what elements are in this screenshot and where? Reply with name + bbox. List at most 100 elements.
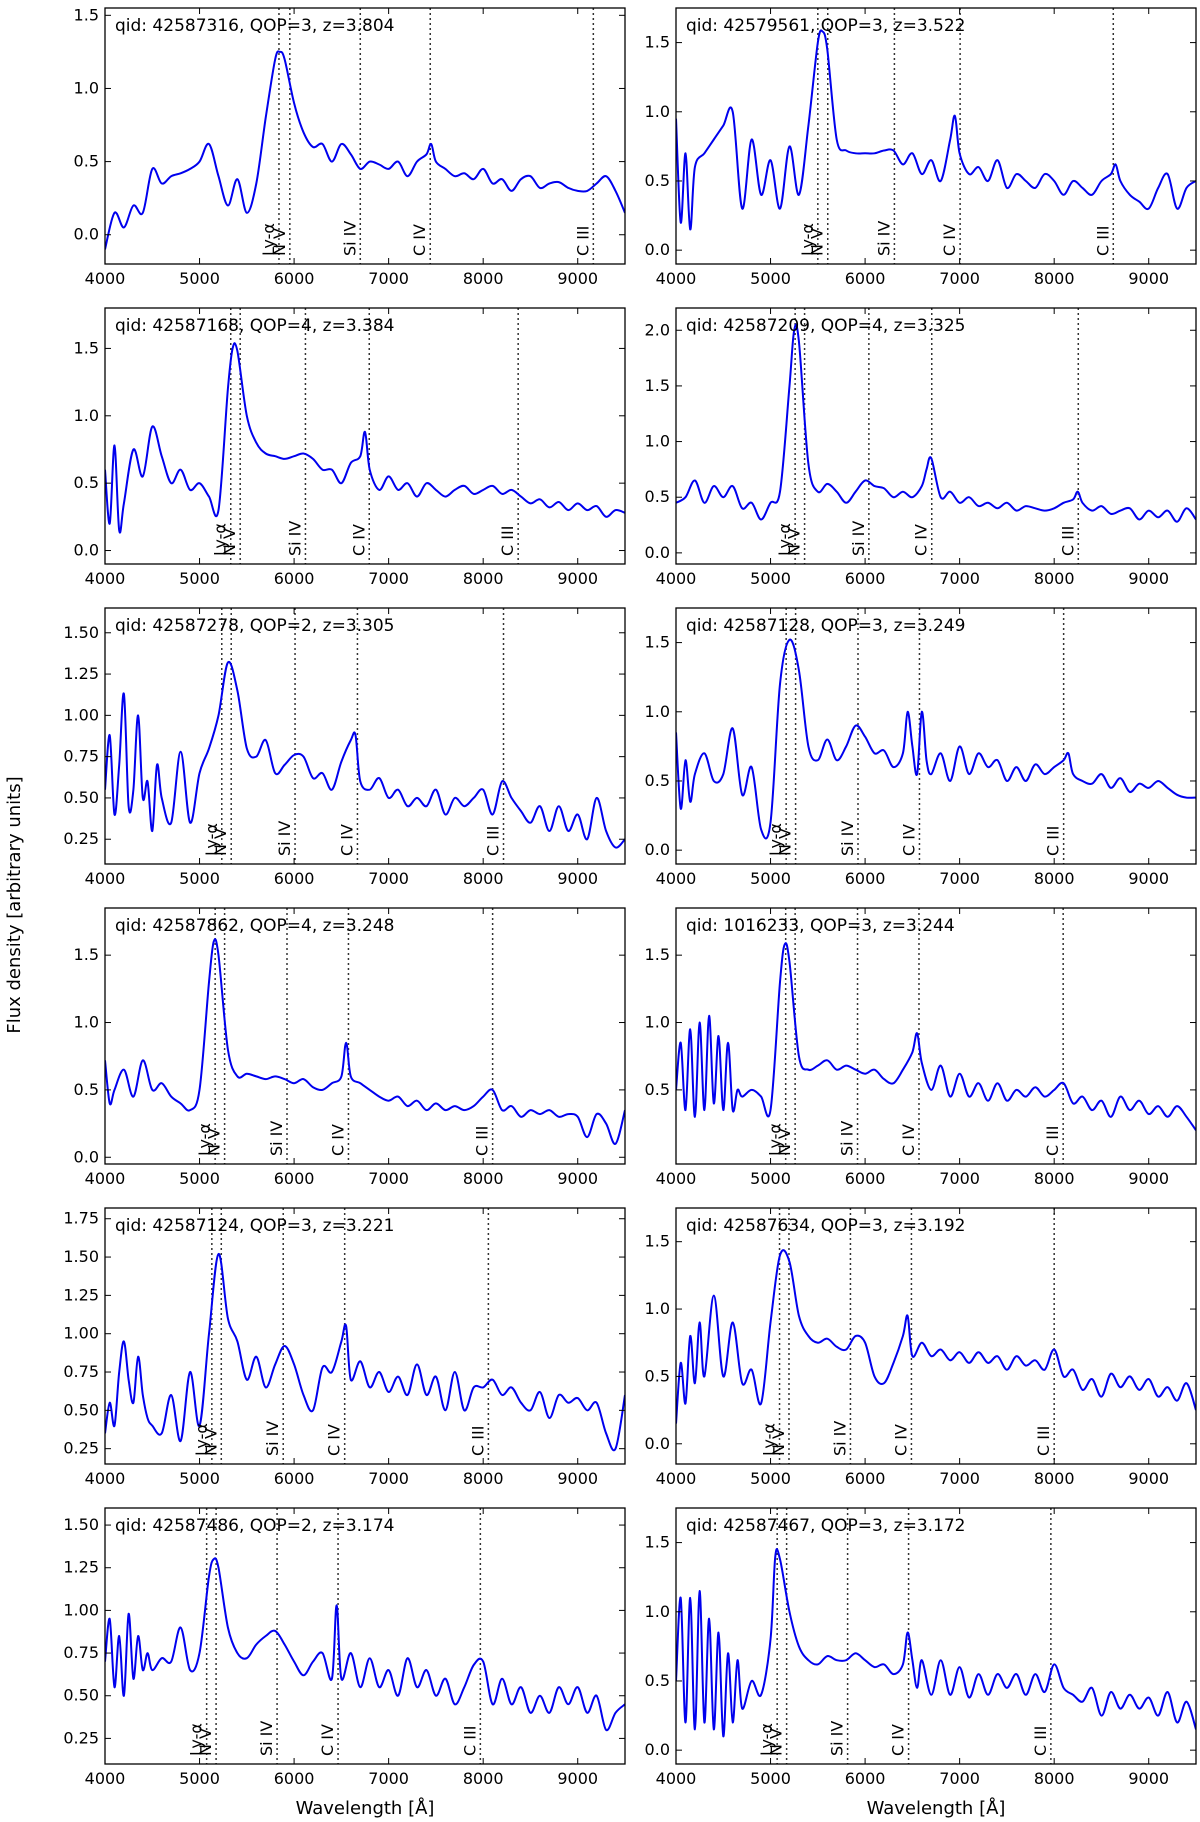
x-tick-label: 9000 [1128, 869, 1169, 888]
emission-line-label: Ly-α [798, 223, 817, 256]
emission-line-label: N V [776, 828, 795, 856]
plot-frame [104, 1507, 626, 1765]
emission-line-label: C IV [410, 224, 429, 256]
spectrum-line [676, 1548, 1196, 1738]
emission-line-label: N V [196, 1728, 215, 1756]
x-tick-label: 4000 [85, 869, 126, 888]
emission-line-label: N V [270, 228, 289, 256]
y-tick-label: 1.50 [63, 1247, 99, 1266]
spectrum-panel: Ly-αN V Si IV C IV C III 4000 5000 6000 7000 800… [63, 607, 626, 888]
x-tick-label: 6000 [274, 1769, 315, 1788]
spectrum-line [676, 942, 1196, 1131]
panel-label: qid: 42587278, QOP=2, z=3.305 [115, 616, 395, 636]
y-tick-label: 0.50 [63, 1686, 99, 1705]
emission-line-label: C III [1031, 1726, 1050, 1756]
x-tick-label: 8000 [463, 569, 504, 588]
emission-line-label: Si IV [838, 821, 857, 856]
panel-label: qid: 42579561, QOP=3, z=3.522 [686, 16, 966, 36]
y-tick-label: 1.5 [645, 33, 670, 52]
emission-line-label: N V [767, 1728, 786, 1756]
emission-line-label: C III [484, 826, 503, 856]
emission-line-label: C IV [940, 224, 959, 256]
spectrum-panel: Ly-αN V Si IV C IV C III 4000 5000 6000 7000 800… [645, 307, 1197, 588]
spectrum-line [105, 1252, 625, 1452]
y-tick-label: 1.25 [63, 1558, 99, 1577]
emission-line-markers [278, 8, 595, 264]
panel-label: qid: 42587486, QOP=2, z=3.174 [115, 1516, 395, 1536]
x-tick-label: 8000 [1034, 569, 1075, 588]
y-tick-label: 0.75 [63, 747, 99, 766]
y-tick-label: 0.0 [74, 541, 99, 560]
spectrum-panel: Ly-αN V Si IV C IV C III 4000 5000 6000 7000 800… [63, 1507, 626, 1788]
y-tick-label: 1.0 [74, 1013, 99, 1032]
x-tick-label: 7000 [939, 869, 980, 888]
spectrum-panel: Ly-αN V Si IV C IV C III 4000 5000 6000 7000 800… [645, 1207, 1197, 1488]
y-tick-label: 0.5 [74, 1080, 99, 1099]
y-tick-label: 1.5 [74, 338, 99, 357]
x-tick-label: 4000 [656, 269, 697, 288]
y-tick-label: 1.5 [645, 945, 670, 964]
y-tick-label: 1.25 [63, 664, 99, 683]
y-tick-label: 1.0 [645, 702, 670, 721]
y-tick-label: 0.25 [63, 829, 99, 848]
emission-line-label: Ly-α [187, 1723, 206, 1756]
emission-line-label: N V [205, 1128, 224, 1156]
y-tick-label: 1.5 [74, 945, 99, 964]
y-tick-label: 0.5 [645, 1671, 670, 1690]
y-tick-label: 1.5 [645, 1533, 670, 1552]
x-tick-label: 4000 [656, 569, 697, 588]
emission-line-label: Si IV [285, 521, 304, 556]
emission-line-markers [794, 308, 1080, 564]
y-tick-label: 1.0 [645, 432, 670, 451]
x-tick-label: 6000 [845, 1169, 886, 1188]
y-tick-label: 0.75 [63, 1643, 99, 1662]
x-tick-label: 9000 [557, 269, 598, 288]
spectrum-panel: Ly-αN V Si IV C IV C III 4000 5000 6000 7000 800… [63, 1207, 626, 1488]
x-tick-label: 4000 [85, 269, 126, 288]
figure-x-axis-label-left: Wavelength [Å] [296, 1797, 435, 1819]
x-tick-label: 6000 [274, 569, 315, 588]
emission-line-label: C IV [891, 1424, 910, 1456]
x-tick-label: 5000 [179, 869, 220, 888]
y-tick-label: 0.5 [645, 1366, 670, 1385]
emission-line-label: C IV [337, 824, 356, 856]
emission-line-label: Si IV [874, 221, 893, 256]
y-tick-label: 0.0 [645, 1434, 670, 1453]
emission-line-markers [221, 608, 505, 864]
x-tick-label: 9000 [557, 1469, 598, 1488]
emission-line-label: C IV [899, 1124, 918, 1156]
y-tick-label: 0.75 [63, 1362, 99, 1381]
y-tick-label: 0.25 [63, 1728, 99, 1747]
emission-line-label: C III [460, 1726, 479, 1756]
x-tick-label: 6000 [845, 869, 886, 888]
emission-line-label: C IV [328, 1124, 347, 1156]
x-tick-label: 6000 [274, 1169, 315, 1188]
x-tick-label: 9000 [1128, 1469, 1169, 1488]
spectrum-line [105, 342, 625, 534]
x-tick-label: 7000 [368, 1769, 409, 1788]
x-tick-label: 7000 [939, 269, 980, 288]
emission-line-label: Ly-α [766, 823, 785, 856]
plot-frame [675, 1207, 1197, 1465]
emission-line-label: Ly-α [202, 823, 221, 856]
spectrum-panel: Ly-αN V Si IV C IV C III 4000 5000 6000 7000 800… [74, 307, 626, 588]
y-tick-label: 0.5 [645, 487, 670, 506]
x-tick-label: 4000 [656, 1469, 697, 1488]
emission-line-label: C III [473, 1126, 492, 1156]
x-tick-label: 6000 [845, 1769, 886, 1788]
emission-line-label: N V [775, 1128, 794, 1156]
x-tick-label: 6000 [274, 269, 315, 288]
x-tick-label: 5000 [750, 269, 791, 288]
x-tick-label: 5000 [750, 1769, 791, 1788]
spectrum-line [105, 1557, 625, 1732]
x-tick-label: 7000 [939, 1469, 980, 1488]
x-tick-label: 9000 [557, 569, 598, 588]
emission-line-label: C III [1044, 826, 1063, 856]
x-tick-label: 7000 [368, 269, 409, 288]
figure-y-axis-label: Flux density [arbitrary units] [4, 776, 25, 1033]
plot-frame [104, 907, 626, 1165]
y-tick-label: 1.0 [645, 1013, 670, 1032]
panel-label: qid: 42587316, QOP=3, z=3.804 [115, 16, 395, 36]
y-tick-label: 1.25 [63, 1285, 99, 1304]
emission-line-label: Ly-α [211, 523, 230, 556]
